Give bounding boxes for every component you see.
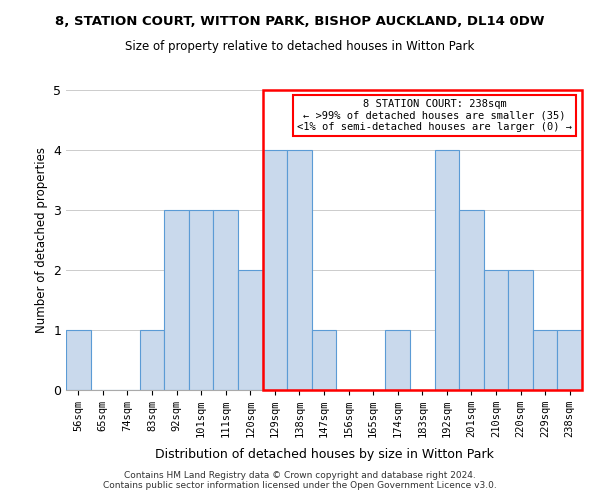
Bar [459,210,484,390]
Bar [533,330,557,390]
Bar [287,150,312,390]
Bar [263,150,287,390]
Bar [557,330,582,390]
Bar [189,210,214,390]
Bar [434,150,459,390]
Bar [484,270,508,390]
Bar [214,210,238,390]
Text: Size of property relative to detached houses in Witton Park: Size of property relative to detached ho… [125,40,475,53]
Bar [263,90,582,390]
Bar [312,330,336,390]
Bar [66,330,91,390]
Bar [164,210,189,390]
Bar [238,270,263,390]
Text: 8, STATION COURT, WITTON PARK, BISHOP AUCKLAND, DL14 0DW: 8, STATION COURT, WITTON PARK, BISHOP AU… [55,15,545,28]
Text: Contains HM Land Registry data © Crown copyright and database right 2024.
Contai: Contains HM Land Registry data © Crown c… [103,470,497,490]
Bar [385,330,410,390]
Y-axis label: Number of detached properties: Number of detached properties [35,147,47,333]
X-axis label: Distribution of detached houses by size in Witton Park: Distribution of detached houses by size … [155,448,493,462]
Text: 8 STATION COURT: 238sqm
← >99% of detached houses are smaller (35)
<1% of semi-d: 8 STATION COURT: 238sqm ← >99% of detach… [297,99,572,132]
Bar [140,330,164,390]
Bar [508,270,533,390]
